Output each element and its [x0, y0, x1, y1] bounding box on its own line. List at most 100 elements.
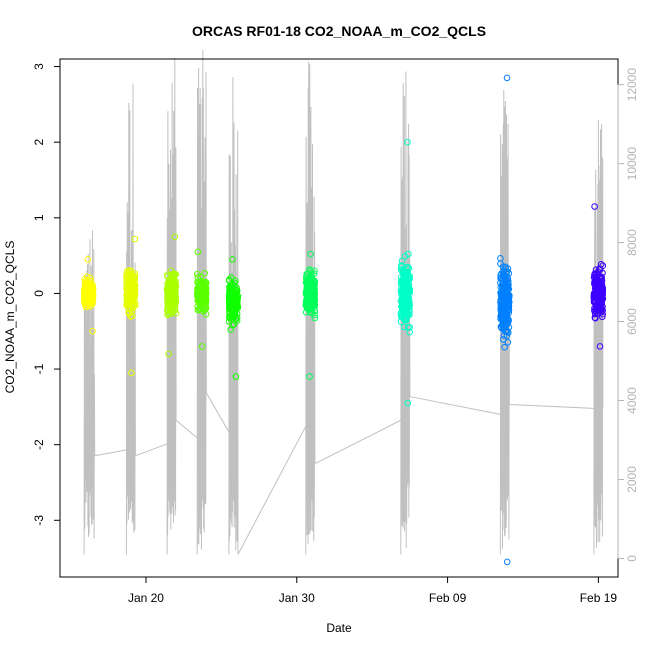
x-axis: Jan 20 Jan 30 Feb 09 Feb 19	[128, 576, 617, 605]
data-point	[398, 263, 405, 271]
data-point	[166, 309, 173, 317]
data-point	[198, 343, 206, 350]
data-point	[303, 304, 311, 312]
altitude-connector	[237, 425, 307, 555]
data-point	[171, 281, 178, 289]
data-point	[502, 265, 509, 272]
data-point	[399, 280, 406, 288]
data-point	[304, 291, 312, 298]
data-point	[170, 301, 177, 309]
chart-title: ORCAS RF01-18 CO2_NOAA_m_CO2_QCLS	[192, 23, 486, 39]
y-tick-label: -2	[32, 439, 46, 450]
data-point	[229, 256, 236, 263]
data-point	[595, 292, 603, 300]
data-point	[498, 282, 506, 290]
y2-tick-label: 6000	[625, 308, 639, 335]
data-point	[591, 305, 598, 312]
data-point	[197, 305, 204, 313]
data-point	[401, 287, 408, 295]
data-point	[167, 267, 175, 275]
data-point	[595, 296, 603, 303]
altitude-connector	[135, 443, 168, 457]
data-point	[226, 293, 233, 301]
data-point	[306, 283, 314, 291]
data-point	[232, 277, 239, 285]
data-point	[307, 292, 315, 300]
data-point	[199, 290, 206, 298]
data-point	[227, 305, 234, 312]
y-tick-label: 3	[32, 63, 46, 70]
data-point	[404, 138, 411, 146]
data-point	[194, 248, 202, 256]
data-point	[503, 332, 511, 339]
data-point	[84, 295, 91, 303]
data-point	[404, 399, 412, 407]
y2-tick-label: 4000	[625, 387, 639, 414]
altitude-trace-segment	[593, 120, 604, 555]
data-point	[400, 269, 408, 277]
data-point	[497, 272, 504, 279]
data-point	[400, 286, 408, 294]
data-point	[503, 328, 511, 335]
y2-tick-label: 8000	[625, 229, 639, 256]
data-point	[125, 310, 133, 317]
data-point	[497, 254, 504, 262]
data-point	[82, 278, 89, 285]
data-point	[405, 250, 412, 258]
data-point	[599, 310, 607, 318]
data-point	[231, 306, 238, 314]
data-point	[172, 289, 179, 296]
y-axis-label: CO2_NOAA_m_CO2_QCLS	[3, 241, 17, 394]
data-point	[164, 311, 171, 319]
data-point	[195, 306, 203, 314]
data-point	[306, 373, 313, 380]
data-point	[230, 300, 237, 308]
data-point	[230, 291, 238, 299]
altitude-connector	[94, 449, 127, 457]
data-point	[227, 301, 234, 309]
y-tick-label: -3	[32, 515, 46, 526]
data-point	[169, 271, 177, 278]
data-point	[226, 312, 233, 320]
x-axis-label: Date	[326, 621, 352, 635]
data-point	[504, 339, 512, 346]
data-point	[599, 313, 606, 321]
data-point	[500, 316, 508, 323]
y-tick-label: -1	[32, 363, 46, 374]
y-tick-label: 1	[32, 214, 46, 221]
data-point	[233, 299, 241, 307]
y-tick-label: 2	[32, 139, 46, 146]
data-point	[311, 314, 319, 322]
altitude-trace-segment	[83, 230, 96, 555]
y2-tick-label: 0	[625, 555, 639, 562]
data-point	[596, 343, 604, 350]
data-point	[128, 369, 135, 377]
data-point	[165, 291, 172, 299]
altitude-connector	[205, 392, 230, 433]
data-point	[406, 324, 414, 331]
data-point	[402, 310, 410, 318]
data-point	[131, 276, 138, 283]
data-point	[231, 310, 238, 317]
data-point	[405, 283, 412, 291]
data-point	[405, 297, 413, 304]
data-point	[201, 269, 208, 277]
data-point	[307, 296, 315, 304]
x-tick-label: Jan 20	[128, 591, 164, 605]
data-point	[195, 297, 203, 305]
data-point	[194, 270, 201, 278]
data-point	[131, 235, 139, 243]
data-point	[502, 284, 510, 291]
data-point	[590, 292, 598, 299]
data-point	[597, 304, 605, 311]
data-point	[124, 301, 131, 309]
y2-tick-label: 10000	[625, 147, 639, 181]
data-point	[197, 284, 205, 292]
data-point	[501, 343, 508, 351]
data-point	[232, 373, 240, 380]
secondary-y-axis: 0 2000 4000 6000 8000 10000 12000	[617, 68, 639, 562]
data-point	[307, 250, 314, 258]
data-point	[500, 323, 507, 330]
data-point	[227, 285, 234, 292]
data-point	[165, 350, 172, 358]
